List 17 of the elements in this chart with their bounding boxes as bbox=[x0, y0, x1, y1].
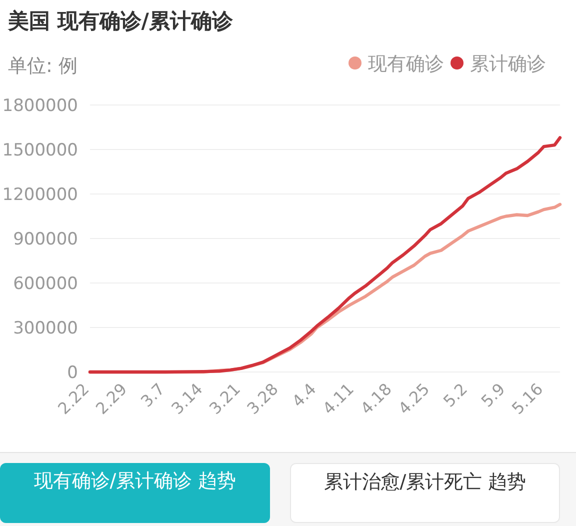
y-tick-label: 0 bbox=[67, 363, 78, 383]
y-tick-label: 1500000 bbox=[2, 140, 78, 160]
y-tick-label: 600000 bbox=[13, 274, 78, 294]
x-tick-label: 5.2 bbox=[440, 379, 471, 411]
x-tick-label: 4.4 bbox=[288, 379, 320, 411]
y-tick-label: 1800000 bbox=[2, 96, 78, 116]
text: 累计治愈/累计死亡 趋势 bbox=[290, 463, 560, 523]
legend-label: 现有确诊 bbox=[368, 53, 444, 75]
x-tick-label: 5.9 bbox=[477, 379, 509, 411]
y-tick-label: 300000 bbox=[13, 318, 78, 338]
text: 现有确诊/累计确诊 趋势 bbox=[0, 463, 270, 523]
y-tick-label: 1200000 bbox=[2, 185, 78, 205]
y-axis-title: 单位: 例 bbox=[8, 55, 78, 77]
y-tick-label: 900000 bbox=[13, 230, 78, 250]
legend-label: 累计确诊 bbox=[470, 53, 546, 75]
chart-title: 美国 现有确诊/累计确诊 bbox=[7, 9, 234, 33]
x-tick-label: 3.7 bbox=[137, 379, 168, 411]
